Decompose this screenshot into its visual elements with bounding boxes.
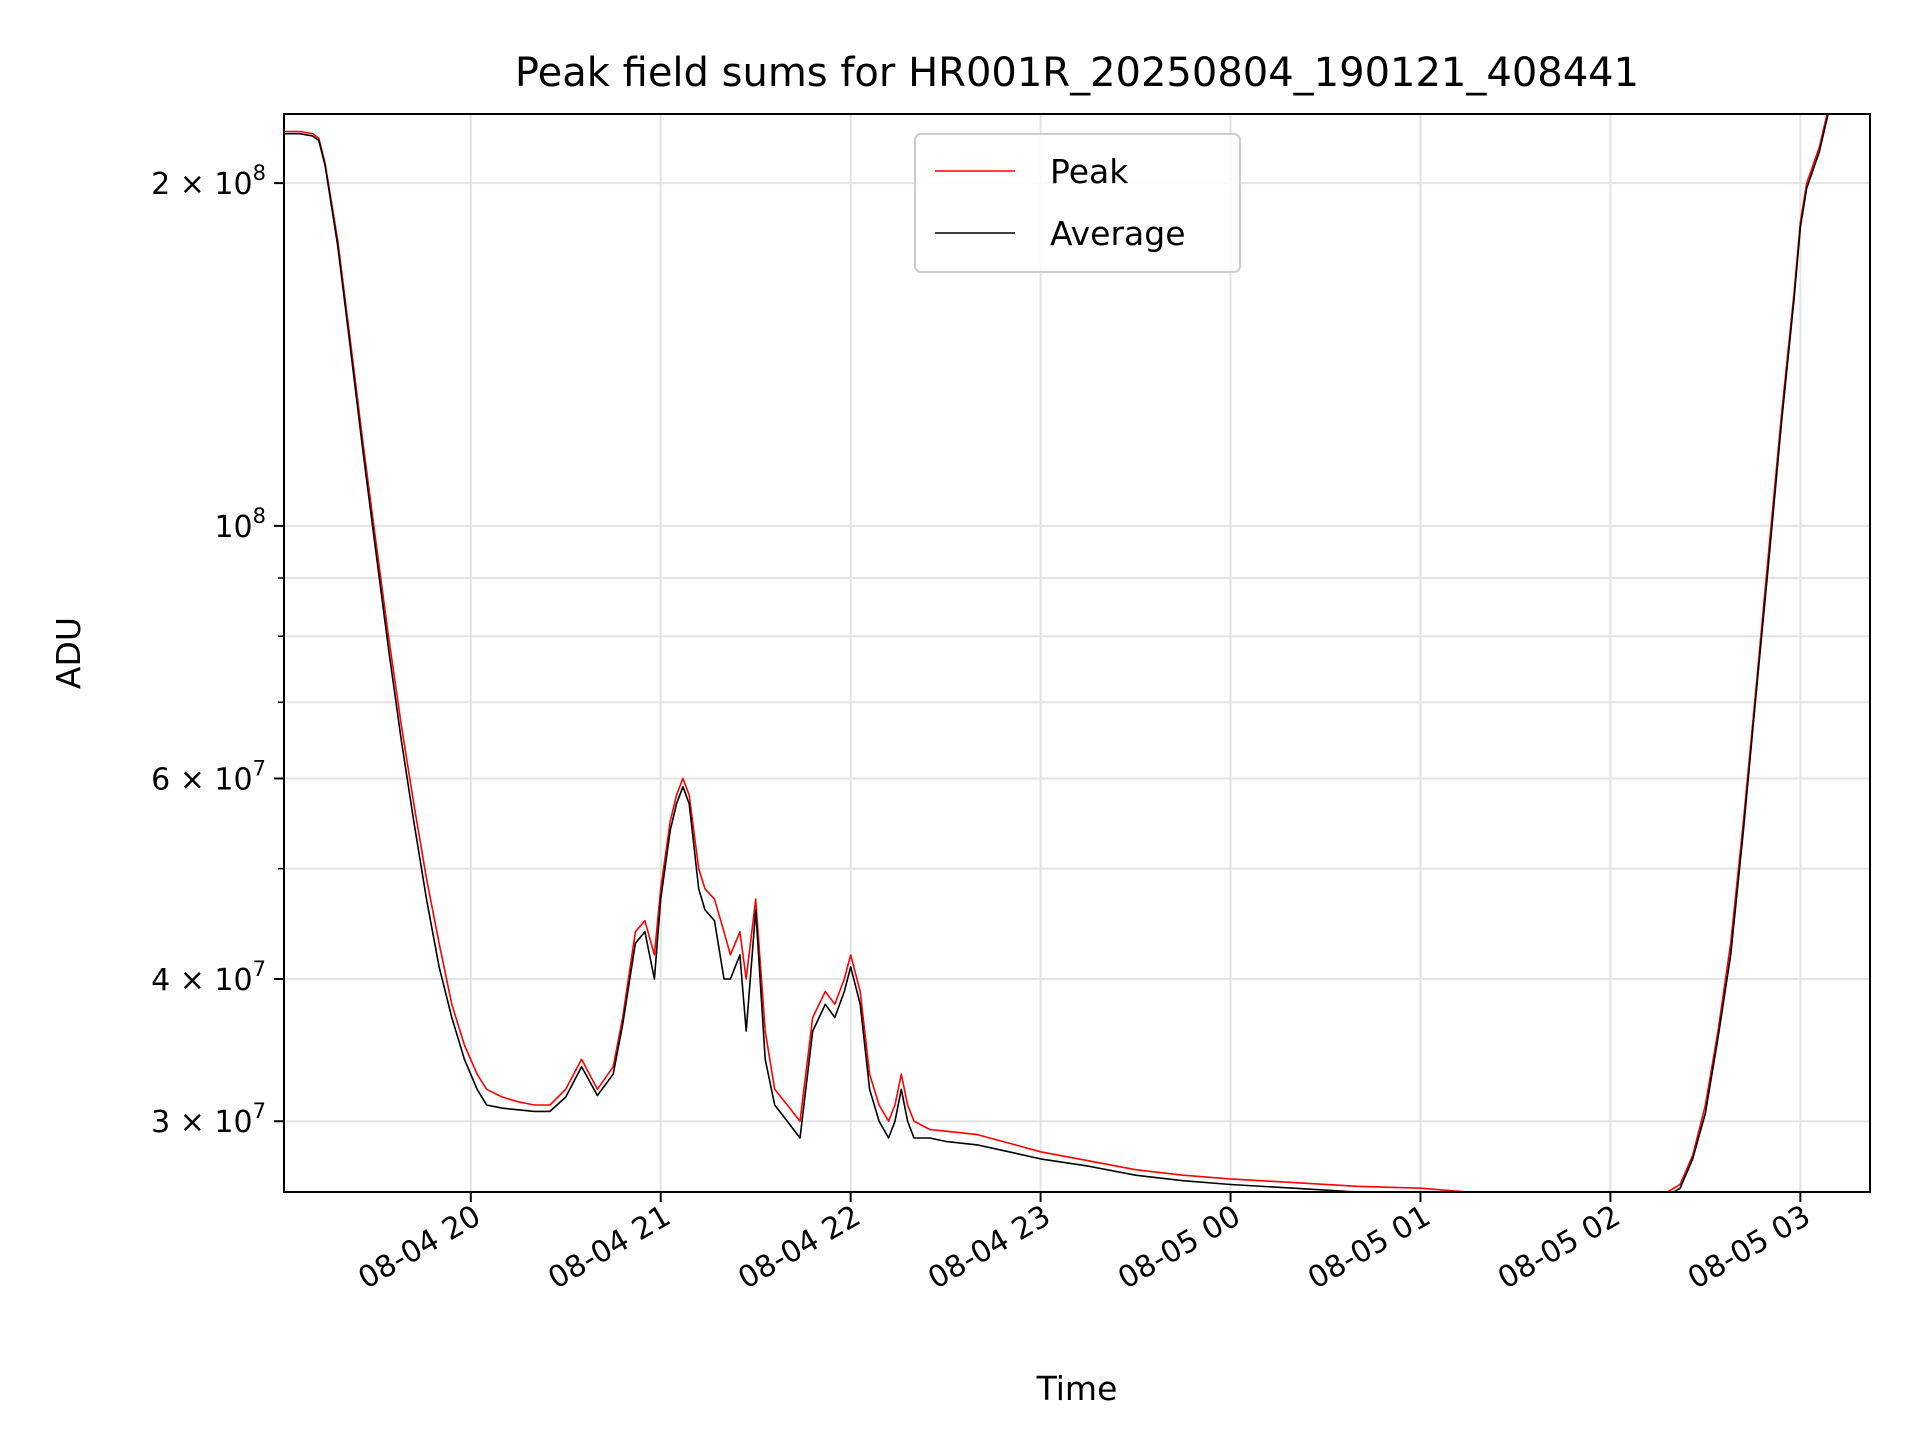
y-tick-label: 4 × 107 <box>151 957 266 998</box>
legend-label-peak: Peak <box>1050 152 1129 191</box>
y-tick-label-exponent: 7 <box>253 1099 266 1123</box>
y-tick-label: 108 <box>214 504 266 545</box>
chart-title: Peak field sums for HR001R_20250804_1901… <box>515 50 1639 96</box>
plot-lines <box>284 114 1829 1192</box>
legend-label-average: Average <box>1050 214 1186 253</box>
y-tick-label-exponent: 7 <box>253 756 266 780</box>
y-tick-label: 6 × 107 <box>151 756 266 797</box>
grid <box>284 114 1870 1192</box>
series-line-peak <box>284 114 1828 1192</box>
y-tick-label-base: 10 <box>214 510 252 545</box>
y-tick-label-exponent: 8 <box>253 161 266 185</box>
y-tick-label: 2 × 108 <box>151 161 266 202</box>
y-tick-label-base: 2 × 10 <box>151 167 252 202</box>
plot-frame <box>283 113 1871 1193</box>
series-line-average <box>284 114 1829 1192</box>
y-tick-label-base: 4 × 10 <box>151 963 252 998</box>
legend-box <box>914 133 1241 273</box>
legend: Peak Average <box>914 133 1241 273</box>
y-axis-label: ADU <box>49 617 88 689</box>
y-tick-label-exponent: 7 <box>253 957 266 981</box>
y-tick-label-base: 6 × 10 <box>151 762 252 797</box>
y-tick-label: 3 × 107 <box>151 1099 266 1140</box>
y-tick-label-exponent: 8 <box>253 504 266 528</box>
x-axis-label: Time <box>1036 1369 1118 1408</box>
y-tick-label-base: 3 × 10 <box>151 1105 252 1140</box>
